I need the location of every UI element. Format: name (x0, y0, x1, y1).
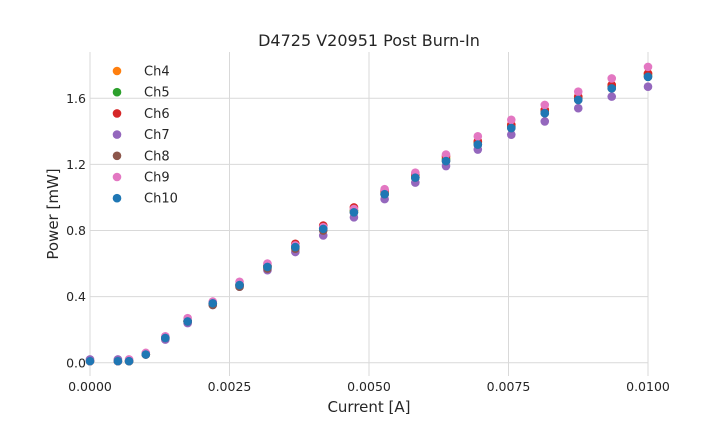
x-tick-label: 0.0025 (208, 379, 252, 394)
x-tick-label: 0.0075 (487, 379, 531, 394)
legend-label: Ch8 (144, 149, 170, 164)
data-point (643, 72, 653, 82)
y-tick-label: 0.8 (66, 223, 86, 238)
data-point (141, 350, 151, 359)
data-point (441, 156, 451, 166)
data-point (607, 74, 617, 83)
legend-marker (112, 130, 122, 139)
y-tick-label: 1.2 (66, 157, 86, 172)
x-tick-label: 0.0100 (626, 379, 670, 394)
grid (89, 52, 649, 376)
x-axis-ticks: 0.0000 0.0025 0.0050 0.0075 0.0100 (68, 379, 670, 394)
data-point (411, 173, 420, 182)
legend-label: Ch10 (144, 192, 178, 207)
legend-item-ch5: Ch5 (112, 86, 170, 101)
data-point (441, 150, 451, 159)
y-axis-label: Power [mW] (44, 168, 62, 259)
data-point (124, 356, 134, 366)
legend-label: Ch6 (144, 107, 170, 122)
series-ch10 (85, 72, 653, 366)
data-point (607, 84, 617, 93)
y-tick-label: 0.0 (66, 355, 86, 370)
data-point (263, 262, 272, 272)
data-point (643, 82, 653, 92)
data-points (85, 62, 653, 366)
legend-item-ch7: Ch7 (112, 128, 170, 143)
legend-label: Ch7 (144, 128, 170, 143)
data-point (473, 140, 483, 149)
legend: Ch4 Ch5 Ch6 Ch7 Ch8 Ch9 Ch10 (112, 65, 178, 207)
data-point (573, 103, 583, 113)
data-point (473, 132, 483, 141)
x-tick-label: 0.0000 (68, 379, 112, 394)
data-point (85, 356, 95, 366)
legend-label: Ch4 (144, 65, 170, 80)
data-point (235, 280, 244, 290)
x-tick-label: 0.0050 (347, 379, 391, 394)
legend-label: Ch5 (144, 86, 170, 101)
y-axis-ticks: 0.0 0.4 0.8 1.2 1.6 (66, 91, 86, 370)
data-point (349, 208, 359, 217)
data-point (506, 130, 516, 139)
data-point (113, 356, 123, 366)
legend-item-ch8: Ch8 (112, 149, 170, 164)
legend-marker (112, 193, 122, 203)
data-point (573, 95, 583, 105)
data-point (540, 100, 550, 110)
data-point (540, 108, 550, 118)
data-point (540, 117, 550, 126)
data-point (183, 317, 192, 326)
data-point (208, 298, 218, 308)
data-point (380, 189, 389, 199)
y-tick-label: 1.6 (66, 91, 86, 106)
legend-marker (112, 151, 122, 161)
legend-item-ch4: Ch4 (112, 65, 170, 80)
data-point (291, 242, 300, 252)
data-point (573, 87, 583, 96)
legend-item-ch10: Ch10 (112, 192, 178, 207)
x-axis-label: Current [A] (327, 398, 410, 416)
legend-marker (112, 109, 122, 118)
data-point (506, 123, 516, 133)
legend-label: Ch9 (144, 171, 170, 186)
legend-item-ch9: Ch9 (112, 171, 170, 186)
legend-marker (112, 66, 122, 76)
data-point (643, 62, 653, 72)
y-tick-label: 0.4 (66, 289, 86, 304)
data-point (161, 333, 170, 343)
legend-item-ch6: Ch6 (112, 107, 170, 122)
chart-title: D4725 V20951 Post Burn-In (258, 31, 480, 50)
data-point (607, 92, 617, 101)
legend-marker (112, 172, 122, 182)
data-point (318, 224, 328, 234)
data-point (506, 115, 516, 125)
legend-marker (112, 87, 122, 97)
